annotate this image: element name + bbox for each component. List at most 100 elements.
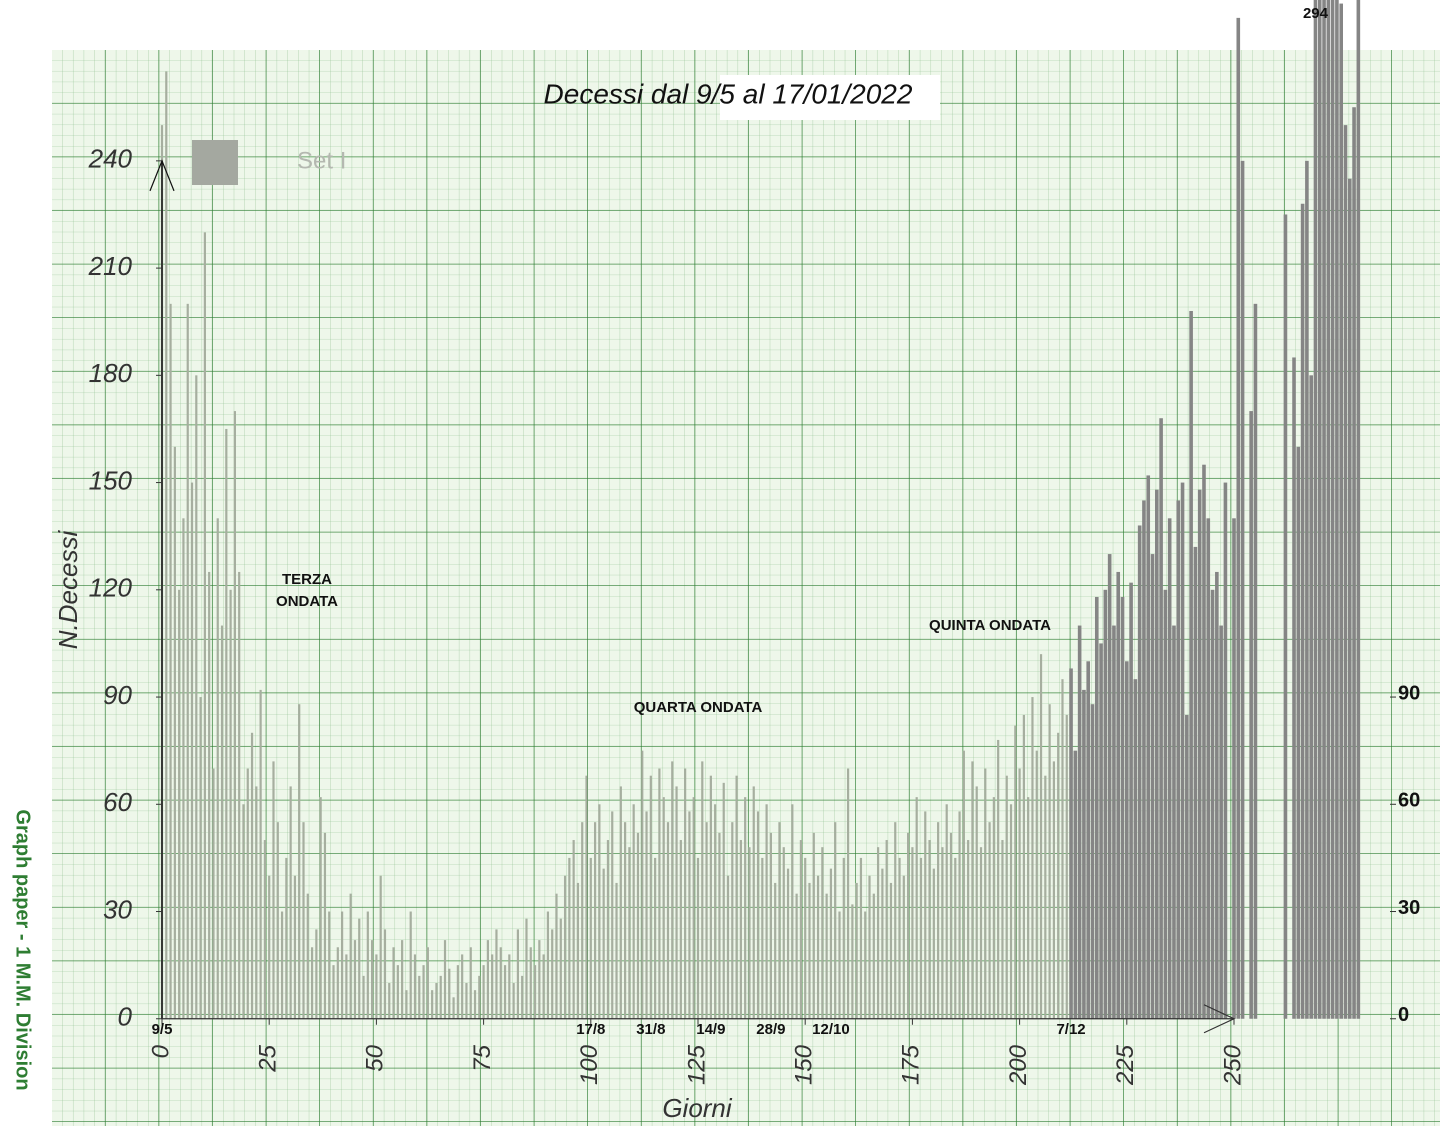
bar xyxy=(829,868,833,1019)
bar xyxy=(1283,214,1288,1019)
bar xyxy=(984,768,987,1019)
bar xyxy=(1129,582,1133,1019)
bar xyxy=(855,882,858,1019)
bar xyxy=(1014,725,1017,1019)
bar xyxy=(165,71,168,1019)
bar xyxy=(868,875,871,1019)
date-label: 31/8 xyxy=(636,1021,665,1038)
bar xyxy=(1326,0,1331,1019)
bar xyxy=(178,589,181,1019)
x-tick-label: 75 xyxy=(469,1044,496,1071)
bar xyxy=(409,911,412,1019)
side-note: Graph paper - 1 M.M. Division xyxy=(12,809,34,1090)
bar xyxy=(259,689,262,1019)
bar xyxy=(816,875,820,1019)
bar xyxy=(1253,303,1258,1019)
bar xyxy=(949,832,953,1019)
bar xyxy=(1065,714,1068,1019)
bar xyxy=(1009,804,1013,1019)
bar xyxy=(967,840,970,1019)
x-tick-label: 100 xyxy=(576,1044,603,1085)
date-label: 7/12 xyxy=(1056,1021,1085,1038)
bar xyxy=(1206,518,1211,1019)
bar xyxy=(924,811,927,1019)
bar xyxy=(182,518,185,1019)
bar xyxy=(1018,768,1021,1019)
bar xyxy=(765,804,768,1019)
bar xyxy=(915,797,918,1019)
bar xyxy=(709,775,712,1019)
x-tick-label: 250 xyxy=(1219,1044,1246,1086)
bar xyxy=(718,832,721,1019)
bar xyxy=(1103,589,1108,1019)
bar xyxy=(679,840,682,1019)
bar xyxy=(821,847,824,1019)
y-tick-label: 90 xyxy=(103,680,132,710)
bar xyxy=(684,768,687,1019)
bar xyxy=(782,847,785,1019)
bar xyxy=(846,768,850,1019)
bar xyxy=(598,804,601,1019)
bar xyxy=(624,822,627,1019)
bar xyxy=(1142,500,1146,1019)
bar xyxy=(731,822,734,1019)
bar xyxy=(246,768,249,1019)
bar xyxy=(1202,464,1206,1019)
bar xyxy=(696,857,700,1019)
bar xyxy=(1082,689,1086,1019)
bar xyxy=(1155,489,1159,1019)
bar xyxy=(911,847,914,1019)
bar xyxy=(435,983,438,1019)
bar xyxy=(173,446,176,1019)
bar xyxy=(1292,357,1296,1019)
bar xyxy=(1001,840,1004,1019)
bar xyxy=(769,832,772,1019)
bar xyxy=(379,875,382,1019)
bar xyxy=(336,947,339,1019)
x-axis-arrow xyxy=(1203,1004,1236,1034)
bar xyxy=(795,893,798,1019)
bar xyxy=(568,857,571,1019)
bar xyxy=(448,968,451,1019)
bar xyxy=(799,840,803,1019)
legend-swatch xyxy=(192,140,238,185)
bar xyxy=(1189,310,1193,1019)
y-tick-label: 30 xyxy=(103,894,132,924)
bar xyxy=(1223,482,1228,1019)
annotation: TERZA xyxy=(282,571,332,588)
bar xyxy=(1305,160,1309,1019)
y-tick-label: 180 xyxy=(89,358,133,388)
y-tick-label: 120 xyxy=(89,573,133,603)
bar xyxy=(1031,697,1034,1019)
bar xyxy=(581,822,584,1019)
bar xyxy=(285,857,288,1019)
x-tick-label: 125 xyxy=(683,1044,710,1085)
bar xyxy=(932,868,935,1019)
bar xyxy=(744,797,747,1019)
bar xyxy=(529,947,532,1019)
bar xyxy=(619,786,622,1019)
bar xyxy=(238,571,241,1019)
x-tick-label: 25 xyxy=(255,1044,282,1072)
bar xyxy=(615,882,618,1019)
x-tick-label: 0 xyxy=(147,1044,174,1058)
y-tick-label: 150 xyxy=(89,465,133,495)
bar xyxy=(551,929,554,1019)
bar xyxy=(851,904,854,1019)
bar xyxy=(1317,0,1322,1019)
bar xyxy=(576,882,580,1019)
bar xyxy=(658,768,661,1019)
bar xyxy=(812,832,815,1019)
bar xyxy=(199,697,202,1019)
bar xyxy=(889,882,893,1019)
bar xyxy=(988,822,991,1019)
bar xyxy=(340,911,344,1019)
bar xyxy=(426,947,429,1019)
bar xyxy=(233,411,236,1019)
date-label: 17/8 xyxy=(576,1021,605,1038)
bar xyxy=(418,975,421,1019)
bar xyxy=(606,840,610,1019)
bar xyxy=(306,893,309,1019)
